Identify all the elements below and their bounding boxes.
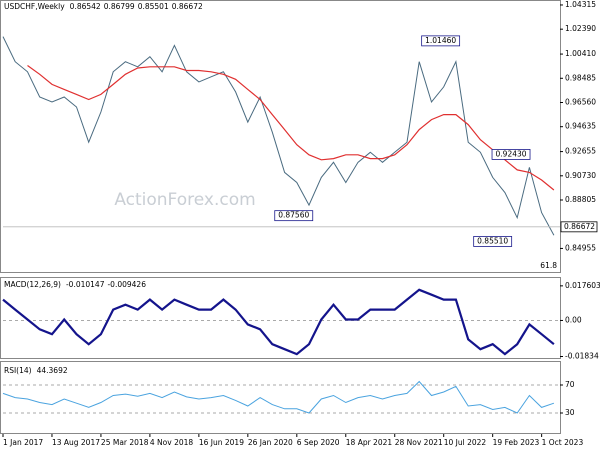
y-tick-label: 0.98485 — [565, 73, 596, 82]
macd-panel — [0, 277, 561, 359]
x-tick-label: 13 Aug 2017 — [52, 438, 100, 447]
y-tick-label: 30 — [565, 408, 575, 417]
price-panel — [0, 0, 561, 273]
x-tick-label: 19 Feb 2023 — [493, 438, 540, 447]
annotation-label: 0.92430 — [496, 149, 527, 158]
current-price-label: 0.86672 — [564, 222, 595, 231]
y-tick-label: 1.04315 — [565, 0, 596, 9]
x-tick-label: 4 Nov 2018 — [150, 438, 193, 447]
panel-reading: -0.009426 — [107, 280, 146, 289]
rsi-panel — [0, 361, 561, 434]
y-tick-label: 0.00 — [565, 315, 582, 324]
x-tick-label: 25 Mar 2018 — [101, 438, 149, 447]
y-tick-label: 0.88805 — [565, 195, 596, 204]
panel-reading: 44.3692 — [37, 366, 68, 375]
y-tick-label: 0.84955 — [565, 243, 596, 252]
y-tick-label: 1.00410 — [565, 49, 596, 58]
annotation-label: 0.87560 — [278, 211, 309, 220]
y-tick-label: 0.92655 — [565, 147, 596, 156]
panel-title: USDCHF,Weekly — [4, 2, 65, 11]
y-tick-label: 0.017603 — [565, 281, 600, 290]
current-price-box — [560, 221, 598, 233]
y-tick-label: -0.01834 — [565, 352, 599, 361]
annotation-label: 1.01460 — [425, 36, 456, 45]
panel-title: RSI(14) — [4, 366, 32, 375]
y-tick-label: 0.90730 — [565, 171, 596, 180]
annotation-box — [491, 149, 531, 160]
watermark: ActionForex.com — [114, 190, 255, 210]
y-tick-label: 0.96560 — [565, 97, 596, 106]
x-tick-label: 28 Nov 2021 — [395, 438, 443, 447]
y-tick-label: 70 — [565, 380, 575, 389]
series-line — [2, 288, 555, 356]
x-tick-label: 26 Jan 2020 — [248, 438, 293, 447]
x-tick-label: 1 Jan 2017 — [3, 438, 43, 447]
x-tick-label: 18 Apr 2021 — [346, 438, 393, 447]
panel-title: MACD(12,26,9) — [4, 280, 61, 289]
series-line — [2, 36, 555, 236]
panel-reading: -0.010147 — [66, 280, 105, 289]
panel-reading: 0.86672 — [172, 2, 203, 11]
annotation-label: 0.85510 — [477, 236, 508, 245]
fib-label: 61.8 — [540, 261, 557, 270]
panel-reading: 0.86542 — [70, 2, 101, 11]
series-line — [2, 380, 555, 414]
series-line — [27, 65, 555, 191]
panel-reading: 0.86799 — [104, 2, 135, 11]
x-tick-label: 16 Jun 2019 — [199, 438, 244, 447]
panel-reading: 0.85501 — [138, 2, 169, 11]
y-tick-label: 1.02390 — [565, 24, 596, 33]
y-tick-label: 0.94635 — [565, 122, 596, 131]
annotation-box — [421, 35, 461, 47]
annotation-box — [473, 236, 513, 247]
x-tick-label: 6 Sep 2020 — [297, 438, 340, 447]
x-tick-label: 1 Oct 2023 — [542, 438, 584, 447]
annotation-box — [274, 210, 314, 222]
x-tick-label: 10 Jul 2022 — [444, 438, 487, 447]
